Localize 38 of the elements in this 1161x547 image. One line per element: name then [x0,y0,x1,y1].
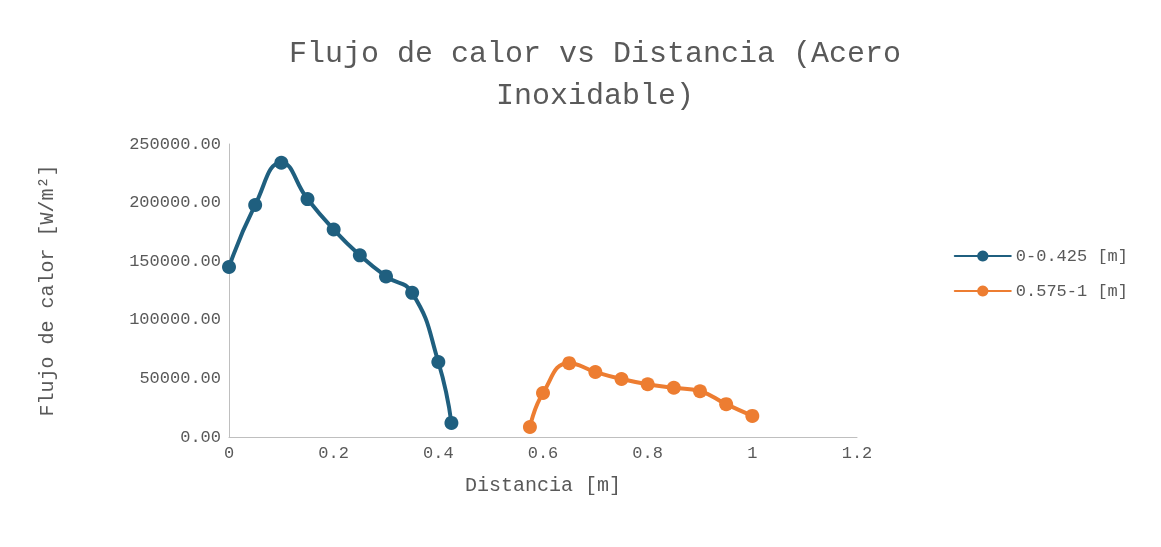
point [719,397,734,412]
point [300,192,315,207]
legend-label: 0.575-1 [m] [1015,281,1128,301]
point [588,364,603,379]
point [248,197,263,212]
y-tick-label: 150000.00 [129,251,221,271]
point [536,386,550,401]
y-tick-label: 200000.00 [129,193,221,213]
point [666,380,681,395]
x-tick-label: 0.8 [632,444,663,463]
x-tick-label: 0.4 [423,444,454,463]
x-tick-label: 0.2 [318,444,349,463]
point [614,371,629,386]
point [326,222,341,237]
point [352,248,367,263]
x-axis-title: Distancia [m] [464,473,622,497]
y-tick-label: 0.00 [180,427,221,447]
y-tick-label: 250000.00 [129,134,221,154]
point [562,356,577,371]
y-tick-label: 50000.00 [139,368,221,388]
point [693,384,707,399]
x-tick-label: 1 [747,444,758,463]
point [444,415,459,430]
x-tick-label: 0 [223,444,235,463]
chart-title: Flujo de calor vs Distancia (Acero Inoxidable) [288,37,902,113]
y-tick-label: 100000.00 [129,310,221,330]
point [379,269,393,284]
point [274,155,289,170]
legend-label: 0-0.425 [m] [1015,246,1128,266]
point [745,408,760,423]
y-axis-title: Flujo de calor [W/m²] [35,164,59,417]
point [431,355,446,369]
point [405,285,420,300]
x-tick-label: 1.2 [841,444,873,463]
point [640,377,655,392]
x-tick-label: 0.6 [527,444,559,463]
point [222,260,236,275]
point [522,420,537,435]
